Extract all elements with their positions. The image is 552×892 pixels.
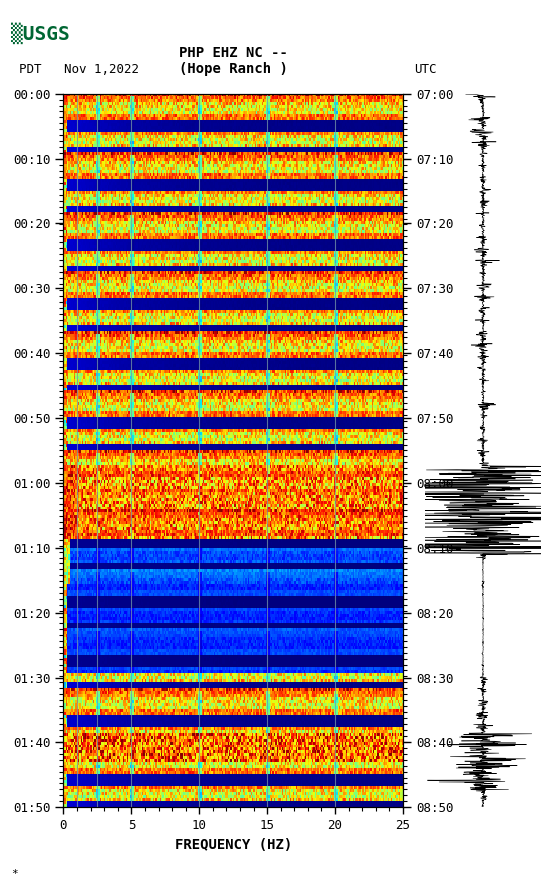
Text: PHP EHZ NC --: PHP EHZ NC -- (179, 45, 288, 60)
Text: ▒USGS: ▒USGS (11, 22, 70, 44)
Text: *: * (11, 869, 18, 879)
X-axis label: FREQUENCY (HZ): FREQUENCY (HZ) (174, 838, 292, 852)
Text: PDT   Nov 1,2022: PDT Nov 1,2022 (19, 62, 139, 76)
Text: (Hope Ranch ): (Hope Ranch ) (179, 62, 288, 76)
Text: UTC: UTC (414, 62, 437, 76)
